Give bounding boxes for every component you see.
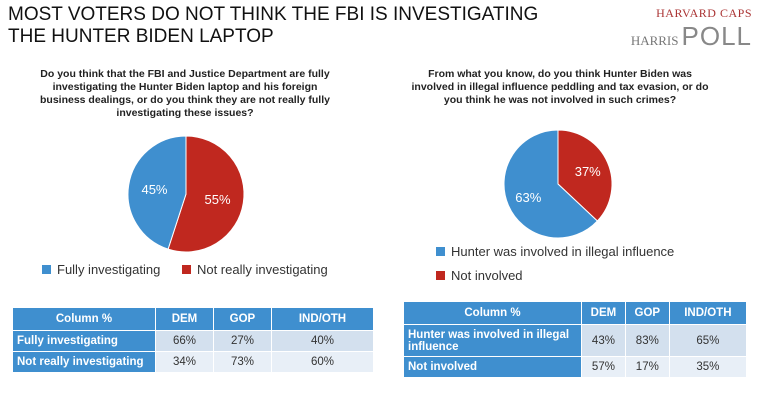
legend-swatch [181, 265, 191, 274]
right-question: From what you know, do you think Hunter … [411, 68, 709, 106]
col-header: DEM [155, 307, 214, 331]
left-crosstab: Column % DEM GOP IND/OTH Fully investigatin… [12, 307, 375, 373]
legend-item: Not involved [436, 264, 674, 288]
legend-label: Fully investigating [57, 262, 161, 277]
left-legend: Fully investigating Not really investiga… [42, 262, 328, 277]
legend-label: Not involved [451, 268, 523, 283]
pie-slice [167, 135, 245, 253]
row-header: Not really investigating [12, 351, 156, 373]
cell: 35% [668, 356, 748, 378]
cell: 60% [270, 351, 375, 373]
legend-item: Hunter was involved in illegal influence [436, 240, 674, 264]
legend-swatch [436, 247, 445, 256]
logo-line1: HARVARD CAPS [656, 6, 752, 20]
col-header: GOP [624, 301, 670, 325]
cell: 65% [668, 324, 748, 357]
logo-line2: HARRIS [630, 33, 679, 48]
cell: 27% [212, 330, 272, 352]
row-header: Fully investigating [12, 330, 156, 352]
table-row: Not really investigating 34% 73% 60% [12, 351, 375, 373]
row-header: Not involved [403, 356, 582, 378]
cell: 66% [155, 330, 214, 352]
pie-data-label: 63% [515, 190, 541, 205]
legend-label: Not really investigating [196, 262, 328, 277]
legend-swatch [436, 271, 445, 280]
row-header: Hunter was involved in illegal influence [403, 324, 582, 357]
pie-slice [557, 129, 613, 222]
right-legend: Hunter was involved in illegal influence… [436, 240, 674, 288]
col-header: Column % [403, 301, 582, 325]
table-row: Not involved 57% 17% 35% [403, 356, 748, 378]
logo-line3: POLL [681, 21, 752, 51]
col-header: Column % [12, 307, 156, 331]
harvard-caps-harris-poll-logo: HARVARD CAPS HARRIS POLL [631, 6, 752, 52]
legend-swatch [42, 265, 51, 274]
legend-label: Hunter was involved in illegal influence [451, 244, 675, 259]
pie-slice [127, 135, 187, 250]
legend-item: Not really investigating [181, 262, 328, 277]
col-header: IND/OTH [270, 307, 375, 331]
left-question: Do you think that the FBI and Justice De… [40, 68, 330, 119]
pie-slice [503, 129, 599, 239]
cell: 73% [212, 351, 272, 373]
pie-data-label: 55% [204, 192, 230, 207]
cell: 57% [581, 356, 626, 378]
cell: 34% [155, 351, 214, 373]
cell: 43% [581, 324, 626, 357]
col-header: DEM [581, 301, 626, 325]
table-row: Fully investigating 66% 27% 40% [12, 330, 375, 352]
legend-item: Fully investigating [42, 262, 160, 277]
cell: 40% [270, 330, 375, 352]
page-title: MOST VOTERS DO NOT THINK THE FBI IS INVE… [8, 4, 539, 47]
cell: 83% [624, 324, 670, 357]
col-header: GOP [212, 307, 272, 331]
table-row: Hunter was involved in illegal influence… [403, 324, 748, 357]
pie-data-label: 45% [141, 182, 167, 197]
right-crosstab: Column % DEM GOP IND/OTH Hunter was involve… [403, 301, 748, 378]
col-header: IND/OTH [668, 301, 748, 325]
pie-data-label: 37% [575, 164, 601, 179]
cell: 17% [624, 356, 670, 378]
